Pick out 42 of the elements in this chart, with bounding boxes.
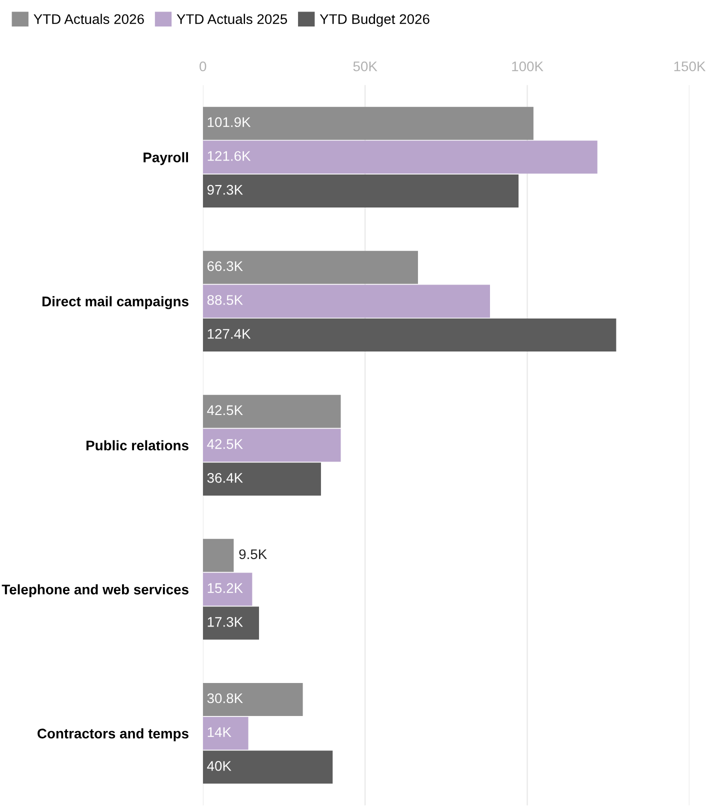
x-tick-label: 150K [674, 61, 706, 72]
bar [202, 284, 490, 318]
y-tick-label: Direct mail campaigns [42, 296, 188, 310]
bar [202, 462, 321, 496]
data-label: 40K [207, 761, 232, 771]
x-tick-label: 0 [200, 61, 206, 72]
bar [202, 750, 333, 784]
bar [202, 716, 248, 750]
data-label: 17.3K [208, 617, 243, 627]
legend-label: YTD Actuals 2026 [34, 14, 144, 24]
bar [202, 394, 341, 428]
legend-label: YTD Actuals 2025 [176, 14, 288, 24]
y-tick-label: Public relations [86, 440, 188, 450]
bar [202, 606, 260, 640]
data-label: 127.4K [208, 328, 251, 339]
data-label: 14K [208, 727, 232, 737]
x-tick-label: 100K [512, 61, 544, 72]
data-label: 42.5K [207, 439, 243, 449]
data-label: 9.5K [239, 549, 267, 560]
bar [202, 174, 519, 208]
data-label: 42.5K [207, 405, 243, 416]
data-label: 30.8K [207, 693, 243, 704]
bar [202, 140, 598, 174]
bar [202, 318, 616, 352]
y-tick-label: Telephone and web services [2, 584, 188, 598]
bar [202, 250, 418, 284]
data-label: 36.4K [207, 472, 243, 483]
bar [202, 106, 534, 140]
bar [202, 682, 303, 716]
data-label: 121.6K [208, 151, 251, 161]
x-tick-label: 50K [353, 61, 378, 72]
bar [202, 538, 234, 572]
bar [202, 572, 252, 606]
data-label: 97.3K [207, 184, 243, 195]
legend-label: YTD Budget 2026 [320, 14, 430, 27]
y-tick-label: Payroll [144, 152, 188, 166]
y-tick-label: Contractors and temps [38, 728, 188, 742]
data-label: 15.2K [208, 583, 243, 593]
data-label: 101.9K [208, 117, 251, 128]
bar [202, 428, 341, 462]
data-label: 88.5K [207, 295, 243, 305]
data-label: 66.3K [207, 261, 243, 272]
